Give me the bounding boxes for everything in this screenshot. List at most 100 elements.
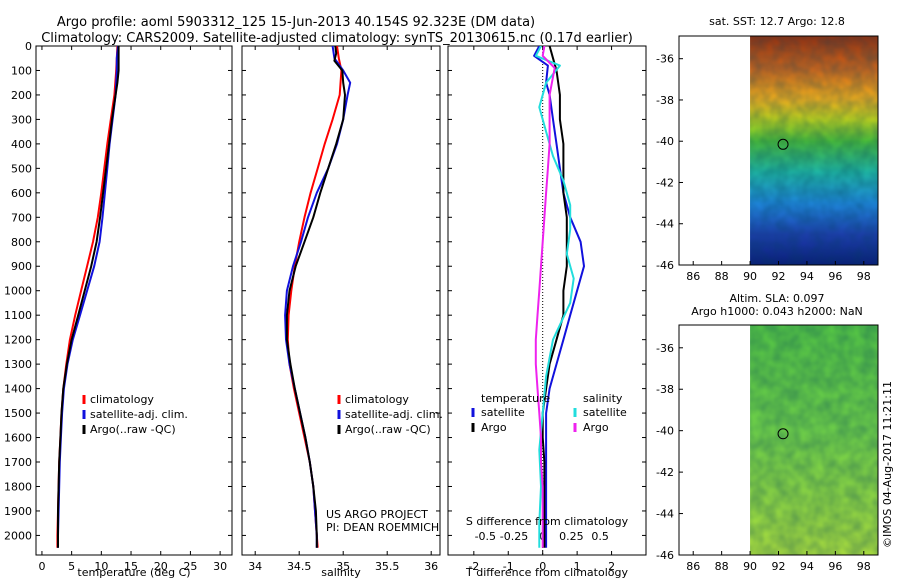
x-tick-label: 98 [857,270,871,283]
chart-title-line1: Argo profile: aoml 5903312_125 15-Jun-20… [57,15,535,30]
x-tick-label: 92 [772,270,786,283]
x-tick-label: 25 [183,560,197,573]
y-tick-label: -36 [656,342,674,355]
legend-label: Argo [481,421,507,434]
y-tick-label: -38 [656,383,674,396]
x-tick-label: 86 [686,270,700,283]
y-tick-label: -46 [656,259,674,272]
x-tick-label: 0 [38,560,45,573]
series-line-climatology [286,46,343,548]
y-tick-label: -40 [656,425,674,438]
y-tick-label: 500 [11,162,32,175]
x-tick-label: 96 [828,560,842,573]
y-tick-label: -38 [656,94,674,107]
legend-label: satellite [481,406,525,419]
y-tick-label: 900 [11,260,32,273]
temperature-legend: climatology satellite-adj. clim. Argo(..ra… [82,393,188,436]
y-tick-label: 1600 [4,432,32,445]
legend-heading: salinity [583,392,623,405]
x-tick-label: 0 [539,560,546,573]
sla-map-panel: Altim. SLA: 0.097 Argo h1000: 0.043 h200… [656,292,879,573]
series-line-argo [285,46,346,548]
y-tick-label: 1100 [4,309,32,322]
x-tick-label: 86 [686,560,700,573]
x-tick-label: 94 [800,270,814,283]
y-tick-label: 700 [11,211,32,224]
legend-label: Argo(..raw -QC) [345,423,431,436]
legend-label: satellite [583,406,627,419]
sst-map-title: sat. SST: 12.7 Argo: 12.8 [709,15,845,28]
x-tick-label: 96 [828,270,842,283]
y-tick-label: -40 [656,135,674,148]
salinity-x-axis-label: salinity [321,566,361,579]
legend-heading: temperature [481,392,550,405]
sst-texture [750,36,878,265]
legend-label: Argo(..raw -QC) [90,423,176,436]
y-tick-label: 2000 [4,529,32,542]
x-tick-label: 35.5 [375,560,400,573]
difference-legend: temperature salinitysatelliteArgosatellit… [471,392,627,434]
y-tick-label: 1500 [4,407,32,420]
pi-label: PI: DEAN ROEMMICH [326,521,439,534]
series-line-temperature-argo [541,46,568,548]
y-tick-label: -36 [656,53,674,66]
legend-label: climatology [345,393,409,406]
project-label: US ARGO PROJECT [326,508,428,521]
temperature-panel: 0 5 10 15 20 25 30 0 100 200 300 400 500 600 700 800 90… [4,40,233,579]
salinity-legend: climatology satellite-adj. clim. Argo(..ra… [337,393,443,436]
series-line-satellite [284,46,352,548]
temperature-plot-frame [35,45,233,556]
x-tick-label: 98 [857,560,871,573]
x-tick-label: 5 [68,560,75,573]
x-tick-label: 92 [772,560,786,573]
x-tick-label: 35 [336,560,350,573]
x-tick-label: 88 [715,560,729,573]
y-tick-label: -42 [656,176,674,189]
s-difference-axis-label: S difference from climatology [466,515,629,528]
x-tick-label: 90 [743,270,757,283]
map-frame-outline [678,324,879,556]
y-tick-label: 1400 [4,383,32,396]
float-position-marker [777,138,789,150]
difference-panel: -2 -1 0 1 2 -0.5 -0.25 0 0.25 0.5 S difference f… [447,45,647,579]
x-tick-label: 1 [574,560,581,573]
salinity-plot-frame [241,45,441,556]
series-line-argo [57,46,120,548]
y-tick-label: 1700 [4,456,32,469]
y-tick-label: 600 [11,187,32,200]
x-tick-label: 15 [124,560,138,573]
salinity-panel: 34 34.5 35 35.5 36 salinity climatology satel… [241,45,443,579]
x-tick-label: 20 [154,560,168,573]
sla-texture [750,325,878,555]
y-tick-label: -42 [656,466,674,479]
s-tick-label: 0.25 [559,530,584,543]
y-tick-label: 100 [11,64,32,77]
legend-label: climatology [90,393,154,406]
legend-label: satellite-adj. clim. [345,408,443,421]
x-tick-label: 2 [608,560,615,573]
x-tick-label: 30 [213,560,227,573]
s-tick-label: -0.5 [475,530,496,543]
y-tick-label: 200 [11,89,32,102]
s-tick-label: -0.25 [500,530,528,543]
x-tick-label: -1 [503,560,514,573]
x-tick-label: -2 [468,560,479,573]
y-tick-label: 1200 [4,334,32,347]
x-tick-label: 88 [715,270,729,283]
series-line-salinity-argo [534,46,556,548]
y-tick-label: 400 [11,138,32,151]
imos-timestamp: ©IMOS 04-Aug-2017 11:21:11 [881,381,894,548]
series-line-climatology [56,46,119,548]
y-tick-label: 1800 [4,480,32,493]
y-tick-label: -44 [656,218,674,231]
y-tick-label: 0 [25,40,32,53]
chart-title-line2: Climatology: CARS2009. Satellite-adjuste… [41,31,633,46]
y-tick-label: 1900 [4,505,32,518]
series-line-satellite [57,46,119,548]
sla-map-title: Altim. SLA: 0.097 [729,292,824,305]
y-tick-label: -44 [656,508,674,521]
difference-plot-frame [447,45,647,556]
y-tick-label: -46 [656,549,674,562]
map-frame-outline [678,35,879,266]
float-position-marker [777,428,789,440]
